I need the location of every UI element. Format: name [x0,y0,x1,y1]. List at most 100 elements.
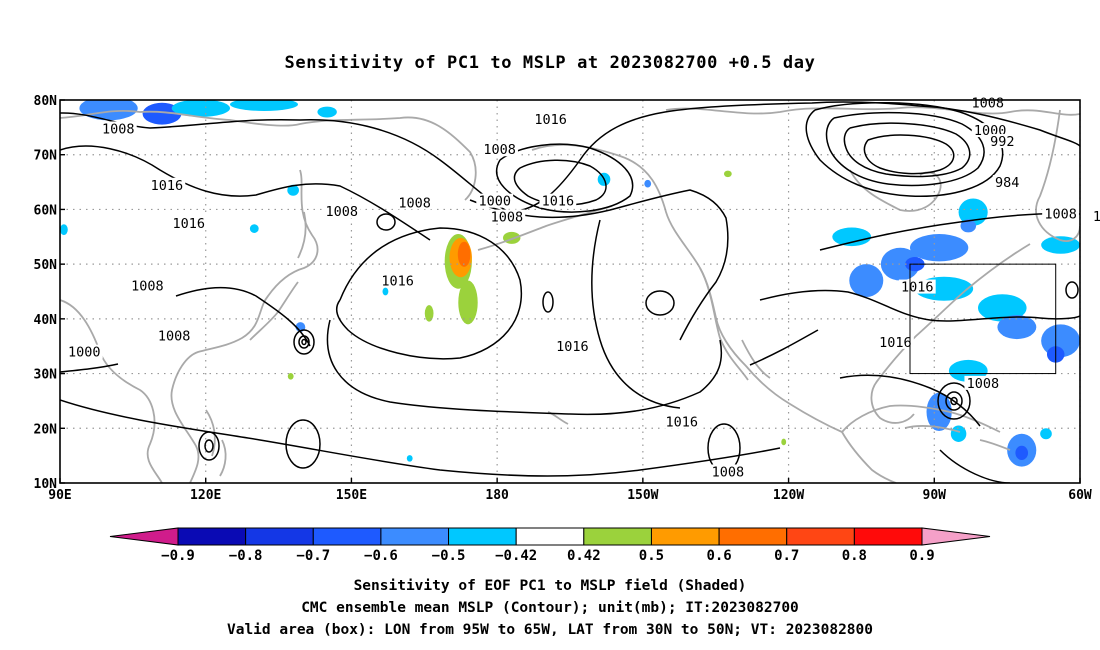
contour-label: 1016 [534,112,567,128]
contour-label: 1008 [158,328,191,344]
coastline-sakhalin [297,211,307,259]
contour-small-ring-c [376,213,396,231]
sensitivity-patch [644,179,652,188]
contour-label-bg [488,209,526,224]
contour-label: 1000 [68,345,101,361]
sensitivity-patch [287,373,294,380]
sensitivity-patch [832,227,872,247]
contour-label: 1008 [398,195,431,211]
contour-label-bg [1042,206,1079,221]
colorbar-segment [650,527,720,546]
contour-label: 1016 [151,178,184,194]
lon-tick-label: 90E [48,488,71,503]
colorbar-segment [448,527,517,546]
contour-label-bg [987,134,1017,149]
figure-title: Sensitivity of PC1 to MSLP at 2023082700… [285,53,816,73]
coastline-philippines [205,409,227,477]
contour-label: 1008 [325,204,358,220]
colorbar-segment [380,527,450,546]
contour-label-bg [129,278,166,293]
lon-tick-label: 60W [1068,488,1092,503]
contour-label-bg [323,204,361,219]
colorbar-label: −0.8 [229,548,263,564]
contour-label-bg [170,216,208,231]
contour-label-bg [396,195,433,210]
contour-label-bg [992,175,1022,190]
sensitivity-patch [997,315,1037,340]
colorbar-segment [853,527,923,546]
sensitivity-patch [171,100,230,117]
colorbar-segment [583,527,652,546]
contour-small-ring-a [542,291,554,313]
colorbar-label: 0.6 [706,548,731,564]
contour-label-bg [148,177,186,192]
contour-1008-north [60,101,1080,213]
sensitivity-patch [457,241,471,267]
lat-tick-label: 40N [34,313,58,328]
contour-ring-atlantic-hurricane-core [950,396,958,406]
footer-line-1: Sensitivity of EOF PC1 to MSLP field (Sh… [354,578,747,594]
colorbar-segment [718,527,788,546]
sensitivity-patch [960,219,977,233]
colorbar-low-triangle [109,527,179,546]
contour-1016-asia [60,145,431,241]
sensitivity-patch [230,100,298,111]
contour-label: 1008 [971,96,1004,112]
lon-tick-label: 150E [336,488,367,503]
sensitivity-patch [1080,338,1100,365]
coastline-east-coast [870,243,1031,424]
lon-tick-label: 120E [190,488,221,503]
contour-label-bg [379,273,416,288]
colorbar-label: −0.6 [364,548,398,564]
contour-1000-south-asia [60,363,119,373]
footer-line-3: Valid area (box): LON from 95W to 65W, L… [227,622,873,638]
contour-1016-east-pacific [591,219,681,409]
lat-tick-label: 60N [34,203,58,218]
contour-arctic-low-1000 [825,111,985,187]
sensitivity-patch [287,184,299,196]
contour-1000-low [513,159,607,206]
contour-label: 1016 [556,339,589,355]
contour-label: 1016 [665,415,698,431]
contour-label: 992 [990,134,1014,150]
contour-arctic-low-outer [805,101,1004,197]
map-frame [59,99,1081,484]
coastline-se-asia [60,299,163,483]
contour-arctic-low-984 [863,134,955,175]
contour-1016-high-west [335,227,523,360]
lon-tick-label: 150W [627,488,658,503]
contour-ring-typhoon [293,329,315,355]
colorbar-label: −0.7 [296,548,330,564]
contour-label: 1016 [172,216,205,232]
colorbar-label: 0.5 [639,548,664,564]
contour-1016-atlantic [819,212,1080,251]
sensitivity-patch [781,438,787,446]
coastline-west-coast [699,267,843,433]
contour-1008-kuroshio [175,286,311,347]
lon-tick-label: 120W [773,488,804,503]
contour-label: 1008 [491,210,524,226]
contour-arctic-low-992 [843,122,971,178]
contour-label: 1008 [131,278,164,294]
sensitivity-patch [382,287,389,296]
contour-label: 1008 [712,465,745,481]
contour-label: 1008 [967,376,1000,392]
contour-label: 1016 [879,335,912,351]
colorbar-label: −0.5 [432,548,466,564]
contour-label-bg [663,414,701,429]
lon-tick-label: 180 [485,488,509,503]
coastline-caribbean [904,425,1011,451]
contour-label-bg [971,123,1009,138]
contour-label-bg [155,328,193,343]
coastline-asia-north [60,109,477,201]
contour-label-bg [964,375,1002,390]
contour-label: 1016 [542,194,575,210]
contour-label-bg [99,121,137,136]
sensitivity-patch [723,170,732,178]
colorbar-segment [245,527,314,546]
colorbar-label: −0.9 [161,548,195,564]
colorbar-segment [312,527,382,546]
axis-labels: 90E 120E 150E 180 150W 120W 90W 60W 10N 20N 30N 40N… [34,94,1092,503]
